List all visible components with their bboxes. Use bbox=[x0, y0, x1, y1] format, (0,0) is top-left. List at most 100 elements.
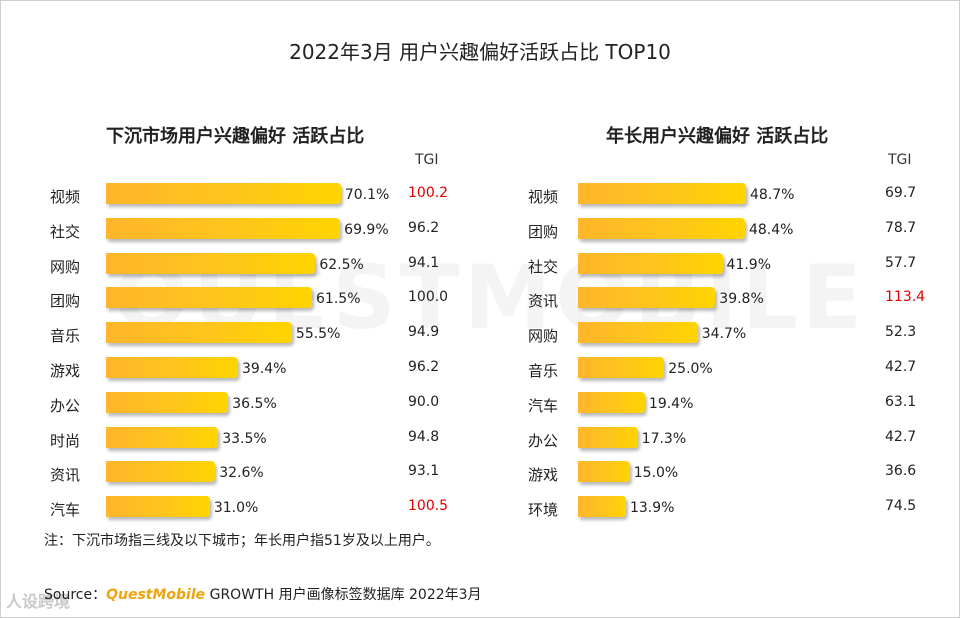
category-label: 团购 bbox=[528, 222, 559, 241]
tgi-value: 78.7 bbox=[885, 219, 917, 236]
bar bbox=[578, 426, 638, 448]
bar-row: 音乐 25.0% 42.7 bbox=[480, 353, 960, 388]
brand-logo-text: QuestMobile bbox=[106, 587, 206, 603]
category-label: 汽车 bbox=[50, 501, 81, 520]
bar bbox=[106, 426, 219, 448]
tgi-value: 74.5 bbox=[885, 498, 917, 515]
bar bbox=[106, 357, 238, 378]
category-label: 办公 bbox=[528, 431, 559, 450]
bar-row: 汽车 19.4% 63.1 bbox=[480, 388, 960, 423]
value-label: 17.3% bbox=[641, 430, 687, 447]
tgi-value: 94.9 bbox=[408, 324, 440, 341]
bar-row: 汽车 31.0% 100.5 bbox=[0, 492, 480, 527]
bar bbox=[106, 183, 341, 204]
bar-row: 社交 69.9% 96.2 bbox=[0, 214, 480, 249]
bar-row: 视频 48.7% 69.7 bbox=[480, 179, 960, 214]
main-title: 2022年3月 用户兴趣偏好活跃占比 TOP10 bbox=[289, 40, 671, 64]
tgi-value: 96.2 bbox=[408, 359, 440, 375]
bar-row: 游戏 39.4% 96.2 bbox=[0, 353, 480, 388]
bar bbox=[106, 496, 210, 518]
tgi-header: TGI bbox=[888, 152, 912, 168]
value-label: 15.0% bbox=[633, 465, 679, 482]
category-label: 音乐 bbox=[528, 362, 559, 380]
value-label: 31.0% bbox=[213, 500, 259, 517]
bar bbox=[106, 461, 216, 483]
chart-panel-senior-users: 年长用户兴趣偏好 活跃占比 TGI 视频 48.7% 69.7 团购 48.4% 78.7… bbox=[480, 0, 960, 618]
bar-row: 团购 61.5% 100.0 bbox=[0, 283, 480, 318]
tgi-value: 94.8 bbox=[408, 428, 440, 445]
chart-panel-lower-tier-market: 下沉市场用户兴趣偏好 活跃占比 TGI 视频 70.1% 100.2 社交 69.9% 9… bbox=[0, 126, 480, 527]
bar-row: 环境 13.9% 74.5 bbox=[480, 492, 960, 527]
bar bbox=[106, 391, 229, 413]
source-prefix: Source： bbox=[44, 587, 107, 603]
tgi-value: 93.1 bbox=[408, 463, 440, 480]
category-label: 环境 bbox=[528, 501, 559, 520]
tgi-value: 100.2 bbox=[408, 185, 449, 201]
category-label: 资讯 bbox=[528, 292, 559, 311]
value-label: 33.5% bbox=[222, 430, 267, 447]
tgi-value: 100.0 bbox=[408, 289, 449, 306]
tgi-value: 113.4 bbox=[885, 289, 926, 306]
bar bbox=[578, 287, 716, 309]
bar-row: 视频 70.1% 100.2 bbox=[0, 179, 480, 214]
bar-row: 办公 17.3% 42.7 bbox=[480, 423, 960, 458]
category-label: 资讯 bbox=[50, 466, 81, 485]
bar-row: 网购 34.7% 52.3 bbox=[480, 318, 960, 353]
tgi-value: 100.5 bbox=[408, 498, 449, 515]
value-label: 39.8% bbox=[719, 291, 764, 308]
value-label: 39.4% bbox=[241, 361, 287, 377]
value-label: 70.1% bbox=[344, 187, 390, 203]
bar-row: 时尚 33.5% 94.8 bbox=[0, 423, 480, 458]
value-label: 55.5% bbox=[295, 326, 341, 343]
category-label: 团购 bbox=[50, 292, 81, 311]
category-label: 时尚 bbox=[50, 431, 81, 450]
bar-row: 网购 62.5% 94.1 bbox=[0, 249, 480, 284]
chart-subtitle: 下沉市场用户兴趣偏好 活跃占比 bbox=[106, 126, 365, 147]
bar bbox=[578, 183, 746, 204]
category-label: 汽车 bbox=[528, 396, 559, 415]
bar bbox=[578, 357, 665, 378]
value-label: 62.5% bbox=[319, 256, 364, 273]
category-label: 视频 bbox=[528, 188, 559, 206]
category-label: 社交 bbox=[528, 257, 559, 276]
value-label: 25.0% bbox=[668, 361, 713, 377]
category-label: 办公 bbox=[50, 396, 81, 415]
value-label: 48.7% bbox=[750, 187, 795, 203]
tgi-value: 57.7 bbox=[885, 254, 917, 271]
bar-row: 办公 36.5% 90.0 bbox=[0, 388, 480, 423]
category-label: 音乐 bbox=[50, 327, 81, 346]
bar bbox=[578, 461, 630, 483]
bar bbox=[578, 496, 626, 518]
category-label: 网购 bbox=[50, 257, 81, 276]
tgi-value: 63.1 bbox=[885, 393, 917, 410]
category-label: 视频 bbox=[50, 188, 81, 206]
category-label: 游戏 bbox=[528, 466, 559, 485]
tgi-value: 69.7 bbox=[885, 185, 917, 201]
value-label: 13.9% bbox=[629, 500, 675, 517]
tgi-value: 90.0 bbox=[408, 393, 440, 410]
chart-subtitle: 年长用户兴趣偏好 活跃占比 bbox=[606, 126, 829, 147]
tgi-value: 36.6 bbox=[885, 463, 917, 480]
value-label: 41.9% bbox=[726, 256, 772, 273]
tgi-value: 42.7 bbox=[885, 428, 917, 445]
bar bbox=[106, 217, 341, 239]
bar-row: 资讯 39.8% 113.4 bbox=[480, 283, 960, 318]
tgi-value: 96.2 bbox=[408, 219, 440, 236]
value-label: 48.4% bbox=[748, 221, 794, 238]
value-label: 19.4% bbox=[648, 395, 694, 412]
category-label: 网购 bbox=[528, 327, 559, 346]
bar bbox=[578, 252, 723, 274]
tgi-value: 42.7 bbox=[885, 359, 917, 375]
bar bbox=[106, 252, 316, 274]
tgi-value: 94.1 bbox=[408, 254, 440, 271]
bar bbox=[578, 391, 645, 413]
bar-row: 资讯 32.6% 93.1 bbox=[0, 457, 480, 492]
bar bbox=[578, 322, 698, 344]
value-label: 34.7% bbox=[701, 326, 747, 343]
footnote: 注：下沉市场指三线及以下城市；年长用户指51岁及以上用户。 bbox=[44, 533, 440, 549]
bar-row: 团购 48.4% 78.7 bbox=[480, 214, 960, 249]
value-label: 36.5% bbox=[232, 395, 277, 412]
bar-row: 游戏 15.0% 36.6 bbox=[480, 457, 960, 492]
corner-logo: 人设跨境 bbox=[6, 592, 71, 611]
tgi-value: 52.3 bbox=[885, 324, 917, 341]
